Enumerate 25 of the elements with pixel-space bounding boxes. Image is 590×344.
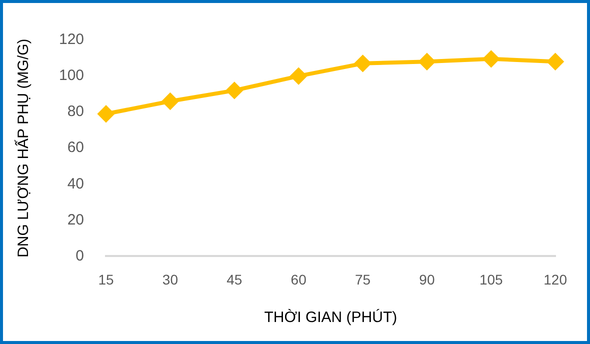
- point: [162, 93, 178, 110]
- point: [98, 106, 114, 122]
- point: [354, 55, 371, 72]
- y-tick-label: 100: [58, 67, 84, 84]
- point: [226, 82, 242, 98]
- point: [547, 54, 564, 70]
- x-tick-label: 15: [98, 271, 114, 288]
- x-tick-label: 75: [354, 271, 371, 288]
- y-tick-label: 80: [67, 103, 84, 120]
- y-tick-label: 120: [58, 31, 84, 48]
- x-tick-label: 60: [290, 271, 307, 288]
- x-axis-title: THỜI GIAN (PHÚT): [264, 308, 398, 326]
- point: [290, 68, 307, 84]
- y-tick-label: 20: [67, 211, 84, 228]
- y-tick-label: 60: [67, 139, 84, 156]
- x-tick-label: 45: [226, 271, 242, 288]
- point: [483, 50, 500, 67]
- x-tick-label: 120: [544, 271, 568, 288]
- point: [418, 54, 435, 70]
- y-tick-label: 40: [67, 175, 84, 192]
- x-tick-label: 30: [162, 271, 178, 288]
- x-tick-label: 105: [479, 271, 504, 288]
- y-axis-title: DNG LƯỢNG HẤP PHỤ (MG/G): [14, 38, 32, 258]
- y-tick-label: 0: [76, 247, 84, 264]
- x-tick-label: 90: [419, 271, 435, 288]
